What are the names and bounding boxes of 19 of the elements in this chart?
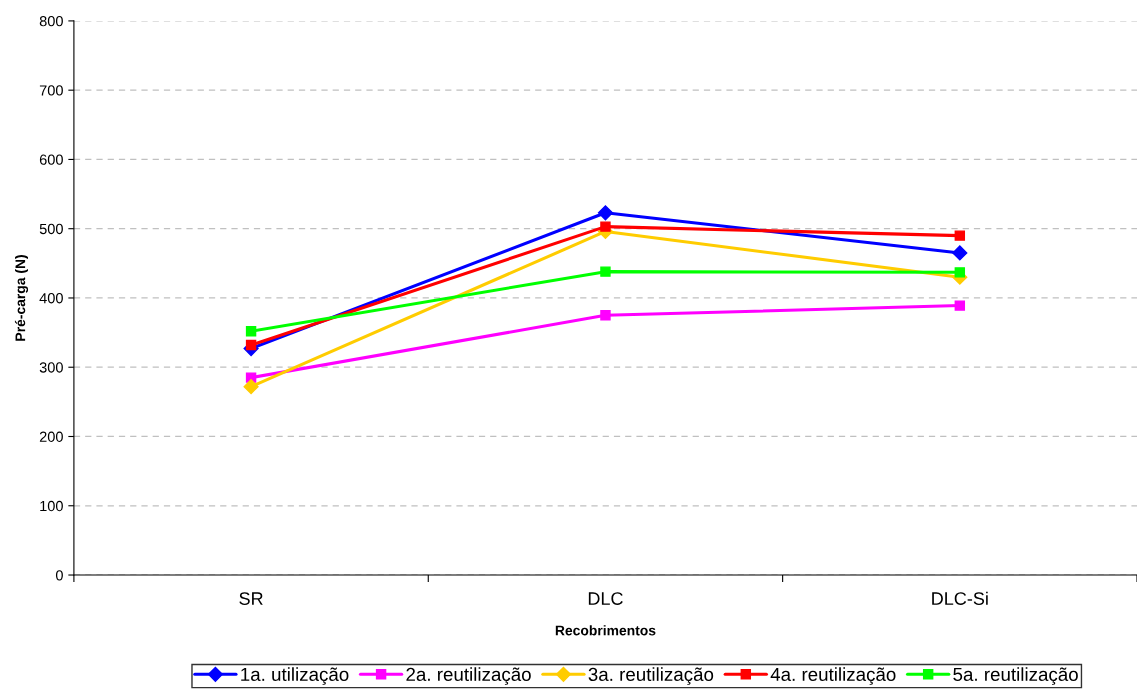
x-tick-label: SR bbox=[239, 592, 263, 605]
y-tick-label: 700 bbox=[39, 85, 63, 96]
y-tick-label: 500 bbox=[39, 223, 63, 235]
y-tick-label: 400 bbox=[39, 293, 63, 304]
y-axis-title: Pré-carga (N) bbox=[14, 255, 29, 341]
legend-label: 4a. reutilização bbox=[770, 667, 896, 685]
y-tick-label: 800 bbox=[39, 16, 63, 27]
x-tick-label: DLC-Si bbox=[932, 591, 988, 605]
x-axis-title: Recobrimentos bbox=[555, 625, 656, 636]
y-tick-label: 600 bbox=[39, 154, 63, 165]
legend-label: 3a. reutilização bbox=[588, 667, 714, 685]
y-tick-label: 200 bbox=[39, 431, 63, 442]
y-tick-label: 100 bbox=[40, 500, 63, 512]
legend-label: 5a. reutilização bbox=[953, 667, 1078, 685]
legend-label: 2a. reutilização bbox=[406, 667, 531, 685]
x-tick-label: DLC bbox=[588, 592, 623, 605]
y-tick-label: 0 bbox=[55, 570, 63, 581]
legend-label: 1a. utilização bbox=[241, 667, 349, 685]
y-tick-label: 300 bbox=[39, 362, 63, 373]
